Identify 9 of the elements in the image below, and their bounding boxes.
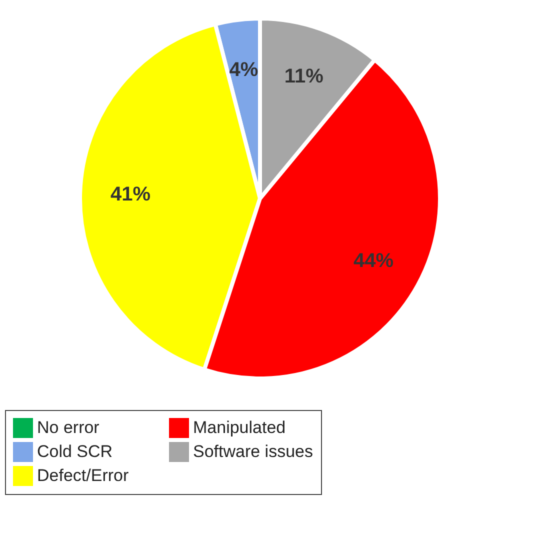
legend-label: No error	[37, 418, 100, 437]
legend-label: Cold SCR	[37, 442, 113, 461]
legend-label: Defect/Error	[37, 466, 129, 485]
data-label: 4%	[229, 58, 258, 81]
legend-label: Manipulated	[193, 418, 286, 437]
data-label: 41%	[110, 183, 151, 206]
legend-label: Software issues	[193, 442, 313, 461]
data-label: 44%	[354, 250, 394, 272]
data-label: 11%	[284, 66, 324, 88]
